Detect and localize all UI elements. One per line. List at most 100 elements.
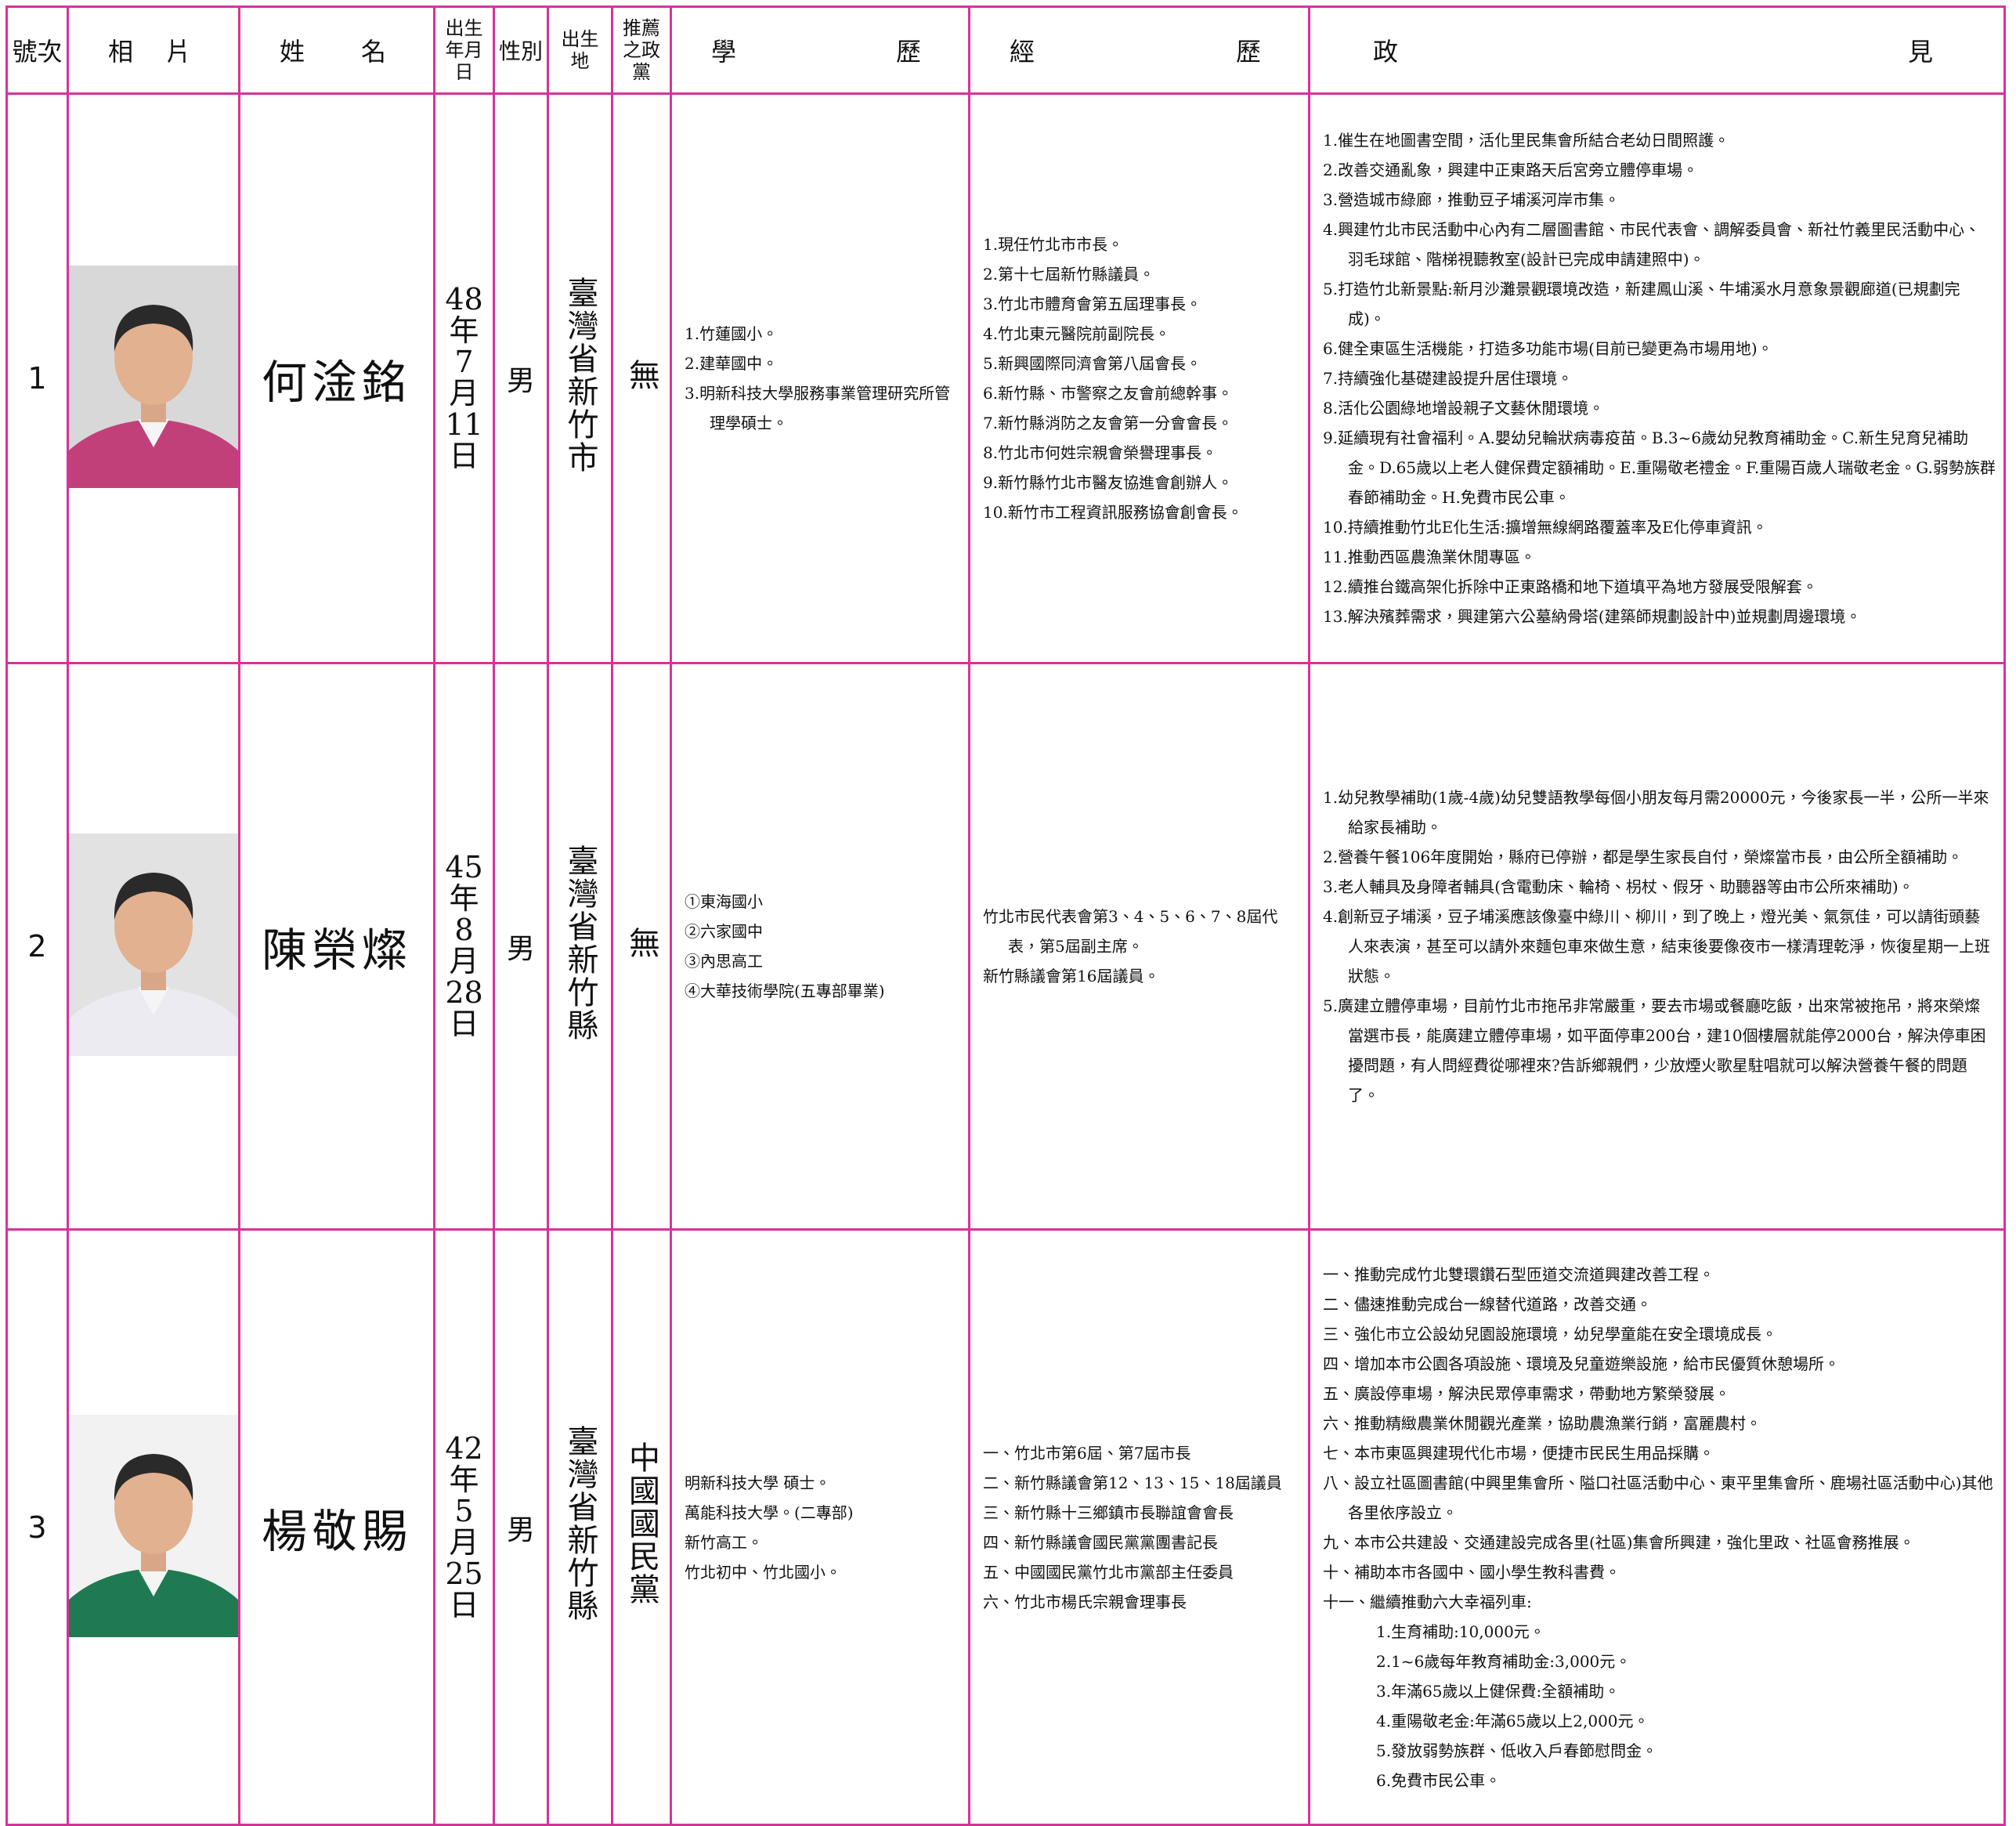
header-row: 號次 相片 姓名 出生年月日 性別 出生地 推薦之政黨 學歷 經歷 政見 — [5, 5, 2006, 95]
header-cell: 相片 — [67, 5, 240, 95]
experience-item: 一、竹北市第6屆、第7屆市長 — [983, 1443, 1191, 1463]
education-item: 3.明新科技大學服務事業管理研究所管理學碩士。 — [685, 384, 951, 432]
platform-item: 八、設立社區圖書館(中興里集會所、隘口社區活動中心、東平里集會所、鹿場社區活動中… — [1323, 1473, 1993, 1522]
experience-item: 1.現任竹北市市長。 — [983, 235, 1124, 254]
experience-item: 2.第十七屆新竹縣議員。 — [983, 265, 1155, 284]
platform-item: 二、儘速推動完成台一線替代道路，改善交通。 — [1323, 1294, 1652, 1314]
platform-sub-item: 3.年滿65歲以上健保費:全額補助。 — [1376, 1681, 1620, 1701]
birth-cell: 45 年 8 月 28 日 — [433, 662, 495, 1231]
platform-item: 3.老人輔具及身障者輔具(含電動床、輪椅、枴杖、假牙、助聽器等由市公所來補助)。 — [1323, 877, 1914, 896]
education-list: 明新科技大學 碩士。 萬能科技大學。(二專部) 新竹高工。 竹北初中、竹北國小。 — [672, 1468, 968, 1587]
education-cell: 明新科技大學 碩士。 萬能科技大學。(二專部) 新竹高工。 竹北初中、竹北國小。 — [670, 1228, 970, 1826]
experience-item: 4.竹北東元醫院前副院長。 — [983, 324, 1171, 343]
experience-item: 8.竹北市何姓宗親會榮譽理事長。 — [983, 443, 1218, 462]
education-item: ①東海國小 — [685, 892, 763, 911]
platform-item: 十、補助本市各國中、國小學生教科書費。 — [1323, 1562, 1620, 1582]
candidate-table: 號次 相片 姓名 出生年月日 性別 出生地 推薦之政黨 學歷 經歷 政見 1 何… — [5, 5, 2006, 1826]
platform-sub-item: 2.1~6歲每年教育補助金:3,000元。 — [1376, 1651, 1631, 1671]
experience-item: 二、新竹縣議會第12、13、15、18屆議員 — [983, 1473, 1282, 1492]
birth-date: 45 年 8 月 28 日 — [445, 850, 483, 1041]
birthplace-cell: 臺灣省新竹市 — [547, 92, 613, 664]
platform-sub-item: 1.生育補助:10,000元。 — [1376, 1622, 1545, 1641]
experience-item: 9.新竹縣竹北市醫友協進會創辦人。 — [983, 473, 1234, 492]
platform-item: 10.持續推動竹北E化生活:擴增無線網路覆蓋率及E化停車資訊。 — [1323, 518, 1768, 537]
platform-item: 11.推動西區農漁業休閒專區。 — [1323, 548, 1536, 566]
header-cell: 性別 — [493, 5, 549, 95]
candidate-row: 1 何淦銘 48 年 7 月 11 日男臺灣省新竹市無 1.竹蓮國小。 2.建華國中。 3.明新科… — [5, 92, 2006, 664]
platform-item: 3.營造城市綠廊，推動豆子埔溪河岸市集。 — [1323, 190, 1620, 209]
education-item: 明新科技大學 碩士。 — [685, 1473, 831, 1492]
party: 中國國民黨 — [623, 1441, 659, 1606]
header-cell: 學歷 — [670, 5, 970, 95]
education-item: 新竹高工。 — [685, 1532, 763, 1552]
education-list: ①東海國小 ②六家國中 ③內思高工 ④大華技術學院(五專部畢業) — [672, 887, 968, 1006]
birthplace-cell: 臺灣省新竹縣 — [547, 1228, 613, 1826]
platform-item: 2.改善交通亂象，興建中正東路天后宮旁立體停車場。 — [1323, 161, 1699, 179]
education-cell: ①東海國小 ②六家國中 ③內思高工 ④大華技術學院(五專部畢業) — [670, 662, 970, 1231]
platform-item: 六、推動精緻農業休閒觀光產業，協助農漁業行銷，富麗農村。 — [1323, 1413, 1761, 1433]
platform-item: 5.廣建立體停車場，目前竹北市拖吊非常嚴重，要去市場或餐廳吃飯，出來常被拖吊，將… — [1323, 996, 1986, 1105]
experience-item: 10.新竹市工程資訊服務協會創會長。 — [983, 503, 1243, 522]
platform-item: 9.延續現有社會福利。A.嬰幼兒輪狀病毒疫苗。B.3~6歲幼兒教育補助金。C.新… — [1323, 428, 1996, 507]
experience-cell: 一、竹北市第6屆、第7屆市長二、新竹縣議會第12、13、15、18屆議員 三、新竹… — [968, 1228, 1310, 1826]
experience-list: 竹北市民代表會第3、4、5、6、7、8屆代表，第5屆副主席。 新竹縣議會第16屆議… — [970, 902, 1308, 991]
party: 無 — [623, 926, 659, 960]
experience-cell: 1.現任竹北市市長。 2.第十七屆新竹縣議員。 3.竹北市體育會第五屆理事長。 4.竹… — [968, 92, 1310, 664]
platform-item: 七、本市東區興建現代化市場，便捷市民民生用品採購。 — [1323, 1443, 1714, 1463]
platform-item: 1.幼兒教學補助(1歲-4歲)幼兒雙語教學每個小朋友每月需20000元，今後家長… — [1323, 788, 1989, 837]
platform-item: 三、強化市立公設幼兒園設施環境，幼兒學童能在安全環境成長。 — [1323, 1324, 1777, 1343]
header-cell: 出生地 — [547, 5, 613, 95]
experience-item: 三、新竹縣十三鄉鎮市長聯誼會會長 — [983, 1502, 1234, 1522]
header-cell: 政見 — [1308, 5, 2006, 95]
party: 無 — [623, 358, 659, 392]
education-item: 1.竹蓮國小。 — [685, 324, 779, 343]
birthplace: 臺灣省新竹縣 — [562, 1425, 598, 1622]
education-list: 1.竹蓮國小。 2.建華國中。 3.明新科技大學服務事業管理研究所管理學碩士。 — [672, 319, 968, 438]
experience-item: 7.新竹縣消防之友會第一分會會長。 — [983, 414, 1234, 432]
experience-item: 6.新竹縣、市警察之友會前總幹事。 — [983, 384, 1234, 403]
platform-item: 7.持續強化基礎建設提升居住環境。 — [1323, 369, 1573, 388]
experience-item: 3.竹北市體育會第五屆理事長。 — [983, 295, 1202, 313]
experience-item: 5.新興國際同濟會第八屆會長。 — [983, 354, 1202, 373]
platform-item: 2.營養午餐106年度開始，縣府已停辦，都是學生家長自付，榮燦當市長，由公所全額… — [1323, 848, 1964, 866]
header-cell: 號次 — [5, 5, 69, 95]
education-item: ③內思高工 — [685, 952, 763, 971]
platform-item: 12.續推台鐵高架化拆除中正東路橋和地下道填平為地方發展受限解套。 — [1323, 577, 1818, 596]
candidate-sheet: 號次 相片 姓名 出生年月日 性別 出生地 推薦之政黨 學歷 經歷 政見 1 何… — [5, 5, 2006, 1826]
candidate-photo — [69, 833, 238, 1056]
experience-item: 六、竹北市楊氏宗親會理事長 — [983, 1592, 1187, 1611]
party-cell: 中國國民黨 — [611, 1228, 672, 1826]
photo-cell — [67, 662, 240, 1231]
education-item: 竹北初中、竹北國小。 — [685, 1562, 841, 1582]
experience-item: 新竹縣議會第16屆議員。 — [983, 967, 1160, 985]
experience-cell: 竹北市民代表會第3、4、5、6、7、8屆代表，第5屆副主席。 新竹縣議會第16屆議… — [968, 662, 1310, 1231]
number-cell: 1 — [5, 92, 69, 664]
party-cell: 無 — [611, 662, 672, 1231]
header-cell: 推薦之政黨 — [611, 5, 672, 95]
name-cell: 何淦銘 — [238, 92, 435, 664]
education-item: ④大華技術學院(五專部畢業) — [685, 982, 885, 1000]
experience-list: 1.現任竹北市市長。 2.第十七屆新竹縣議員。 3.竹北市體育會第五屆理事長。 4.竹… — [970, 230, 1308, 527]
candidate-row: 3 楊敬賜 42 年 5 月 25 日男臺灣省新竹縣 中國國民黨 明新科技大學 碩士。 萬能科技大… — [5, 1228, 2006, 1826]
birth-cell: 48 年 7 月 11 日 — [433, 92, 495, 664]
platform-list: 1.催生在地圖書空間，活化里民集會所結合老幼日間照護。 2.改善交通亂象，興建中正… — [1310, 125, 2003, 631]
platform-cell: 1.幼兒教學補助(1歲-4歲)幼兒雙語教學每個小朋友每月需20000元，今後家長… — [1308, 662, 2006, 1231]
platform-list: 1.幼兒教學補助(1歲-4歲)幼兒雙語教學每個小朋友每月需20000元，今後家長… — [1310, 783, 2003, 1110]
gender-cell: 男 — [493, 1228, 549, 1826]
birthplace: 臺灣省新竹縣 — [562, 844, 598, 1042]
name-cell: 楊敬賜 — [238, 1228, 435, 1826]
platform-item: 8.活化公園綠地增設親子文藝休閒環境。 — [1323, 399, 1605, 418]
platform-item: 十一、繼續推動六大幸福列車: — [1323, 1592, 1532, 1611]
platform-list: 一、推動完成竹北雙環鑽石型匝道交流道興建改善工程。 二、儘速推動完成台一線替代道路… — [1310, 1260, 2003, 1795]
platform-item: 九、本市公共建設、交通建設完成各里(社區)集會所興建，強化里政、社區會務推展。 — [1323, 1532, 1915, 1552]
birth-cell: 42 年 5 月 25 日 — [433, 1228, 495, 1826]
platform-item: 13.解決殯葬需求，興建第六公墓納骨塔(建築師規劃設計中)並規劃周邊環境。 — [1323, 607, 1862, 626]
platform-cell: 1.催生在地圖書空間，活化里民集會所結合老幼日間照護。 2.改善交通亂象，興建中正… — [1308, 92, 2006, 664]
birthplace: 臺灣省新竹市 — [562, 276, 598, 474]
platform-sub-item: 6.免費市民公車。 — [1376, 1770, 1501, 1790]
platform-item: 1.催生在地圖書空間，活化里民集會所結合老幼日間照護。 — [1323, 131, 1730, 150]
experience-list: 一、竹北市第6屆、第7屆市長二、新竹縣議會第12、13、15、18屆議員 三、新竹… — [970, 1438, 1308, 1617]
table-body: 1 何淦銘 48 年 7 月 11 日男臺灣省新竹市無 1.竹蓮國小。 2.建華國中。 3.明新科… — [5, 92, 2006, 1826]
candidate-row: 2 陳榮燦 45 年 8 月 28 日男臺灣省新竹縣無 ①東海國小 ②六家國中 ③內思高工 ④大華技… — [5, 662, 2006, 1231]
